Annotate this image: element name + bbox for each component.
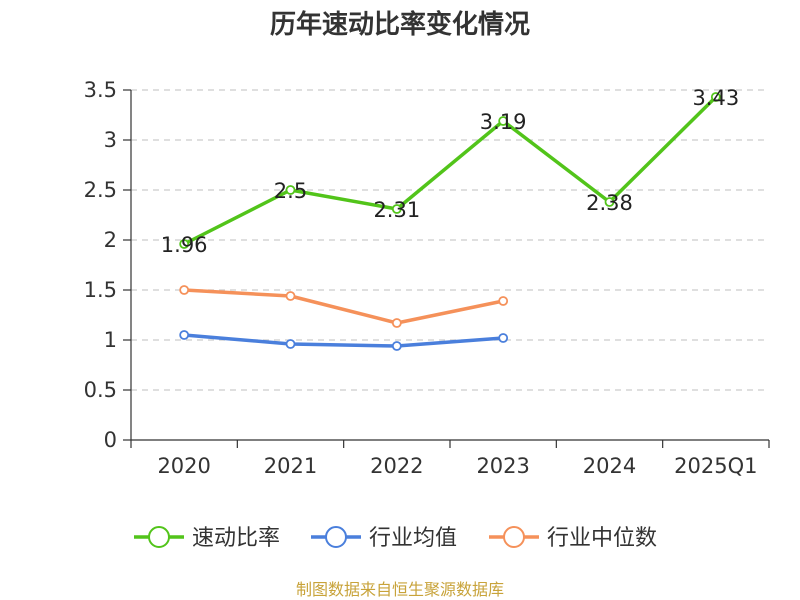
series-line-1 (184, 333, 504, 348)
legend[interactable]: 速动比率 行业均值 行业中位数 (134, 526, 657, 551)
axes: 0 0.5 1 1.5 2 2.5 3 3.5 2020 2021 2022 2023 2024 2025… (84, 78, 770, 478)
data-point[interactable] (285, 339, 296, 349)
series-group (179, 92, 721, 351)
legend-label: 行业均值 (369, 526, 457, 551)
y-tick-label: 3 (104, 128, 117, 152)
data-point[interactable] (179, 285, 190, 295)
x-tick-label: 2024 (583, 454, 636, 478)
legend-item[interactable]: 速动比率 (134, 526, 280, 551)
data-label: 2.38 (586, 191, 633, 215)
legend-item[interactable]: 行业中位数 (489, 526, 657, 551)
data-point[interactable] (498, 333, 509, 343)
y-tick-label: 1 (104, 328, 117, 352)
data-point[interactable] (391, 204, 402, 214)
legend-label: 速动比率 (192, 526, 280, 551)
data-point[interactable] (498, 116, 509, 126)
y-tick-label: 2.5 (84, 178, 117, 202)
legend-marker (148, 526, 170, 548)
grid-lines (131, 89, 769, 391)
series-line-0 (183, 95, 718, 246)
x-tick-label: 2022 (370, 454, 423, 478)
data-point[interactable] (498, 296, 509, 306)
y-tick-label: 1.5 (84, 278, 117, 302)
series-line-2 (184, 288, 504, 325)
y-tick-label: 0 (104, 428, 117, 452)
data-label: 1.96 (161, 233, 208, 257)
data-point[interactable] (391, 318, 402, 328)
y-tick-label: 0.5 (84, 378, 117, 402)
data-point[interactable] (391, 341, 402, 351)
x-tick-label: 2021 (264, 454, 317, 478)
data-point[interactable] (179, 330, 190, 340)
source-note: 制图数据来自恒生聚源数据库 (295, 580, 504, 599)
data-label: 2.5 (274, 179, 307, 203)
data-label: 3.19 (480, 110, 527, 134)
data-label: 3.43 (692, 86, 739, 110)
data-label: 2.31 (373, 198, 420, 222)
x-tick-label: 2023 (476, 454, 529, 478)
legend-item[interactable]: 行业均值 (311, 526, 457, 551)
y-tick-label: 3.5 (84, 78, 117, 102)
legend-marker (325, 526, 347, 548)
data-point[interactable] (285, 185, 296, 195)
chart-title: 历年速动比率变化情况 (269, 10, 530, 40)
y-tick-label: 2 (104, 228, 117, 252)
data-point[interactable] (285, 291, 296, 301)
x-tick-label: 2020 (157, 454, 210, 478)
legend-label: 行业中位数 (547, 526, 657, 551)
data-point[interactable] (604, 197, 615, 207)
data-labels: 1.96 2.5 2.31 3.19 2.38 3.43 (161, 86, 739, 257)
data-point[interactable] (179, 239, 190, 249)
legend-marker (503, 526, 525, 548)
x-tick-label: 2025Q1 (674, 454, 757, 478)
data-point[interactable] (710, 92, 721, 102)
